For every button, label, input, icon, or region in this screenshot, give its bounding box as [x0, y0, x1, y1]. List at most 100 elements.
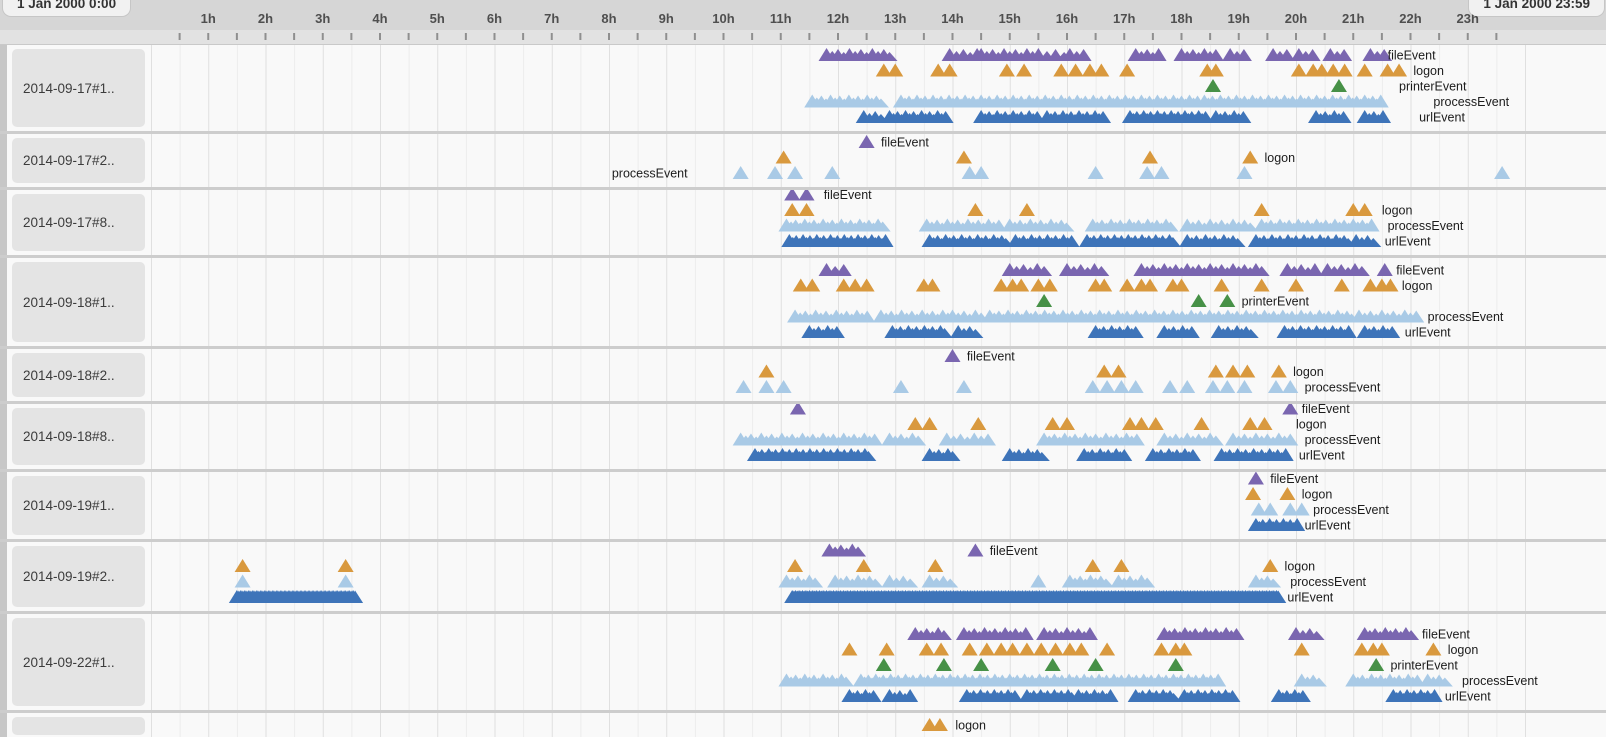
event-mark-processEvent[interactable] — [337, 574, 354, 588]
event-mark-fileEvent[interactable] — [1207, 49, 1224, 61]
event-mark-fileEvent[interactable] — [1304, 49, 1321, 61]
row-label[interactable]: 2014-09-22#1.. — [12, 618, 145, 706]
event-mark-fileEvent[interactable] — [798, 190, 815, 201]
event-mark-logon[interactable] — [1356, 63, 1373, 77]
event-mark-urlEvent[interactable] — [1384, 326, 1401, 338]
event-mark-processEvent[interactable] — [1058, 222, 1075, 232]
event-mark-logon[interactable] — [1293, 642, 1310, 656]
lane-urlEvent[interactable]: urlEvent — [1247, 518, 1351, 533]
event-mark-logon[interactable] — [1253, 203, 1270, 216]
row-drag-handle[interactable] — [0, 542, 7, 611]
event-mark-urlEvent[interactable] — [1426, 689, 1443, 702]
event-mark-processEvent[interactable] — [1097, 578, 1114, 588]
event-mark-printerEvent[interactable] — [1330, 79, 1347, 92]
event-mark-logon[interactable] — [887, 63, 904, 77]
event-mark-logon[interactable] — [1067, 63, 1084, 77]
event-mark-processEvent[interactable] — [1250, 502, 1267, 516]
event-mark-urlEvent[interactable] — [877, 234, 894, 247]
event-mark-processEvent[interactable] — [1282, 380, 1299, 393]
row-drag-handle[interactable] — [0, 45, 7, 131]
event-mark-processEvent[interactable] — [1210, 673, 1227, 687]
event-mark-logon[interactable] — [1288, 278, 1304, 292]
lane-processEvent[interactable]: processEvent — [234, 574, 1367, 590]
row-drag-handle[interactable] — [0, 614, 7, 710]
event-mark-fileEvent[interactable] — [1081, 627, 1098, 640]
event-mark-logon[interactable] — [1356, 203, 1373, 216]
event-mark-logon[interactable] — [931, 718, 948, 731]
row-drag-handle[interactable] — [0, 713, 7, 737]
event-mark-urlEvent[interactable] — [1165, 693, 1182, 702]
event-mark-logon[interactable] — [1382, 278, 1399, 292]
event-mark-processEvent[interactable] — [1282, 433, 1299, 446]
event-mark-logon[interactable] — [961, 642, 978, 656]
event-mark-logon[interactable] — [1262, 559, 1279, 572]
event-mark-printerEvent[interactable] — [973, 658, 990, 671]
event-mark-urlEvent[interactable] — [1102, 689, 1119, 702]
event-mark-logon[interactable] — [758, 364, 775, 378]
event-mark-urlEvent[interactable] — [347, 590, 364, 604]
event-mark-logon[interactable] — [1425, 642, 1442, 656]
event-mark-printerEvent[interactable] — [1219, 294, 1236, 307]
event-mark-urlEvent[interactable] — [1127, 326, 1144, 338]
event-mark-urlEvent[interactable] — [1184, 449, 1201, 461]
event-mark-processEvent[interactable] — [867, 578, 884, 588]
lane-logon[interactable]: logon — [775, 150, 1296, 166]
row-label[interactable]: 2014-09-18#8.. — [12, 408, 145, 465]
event-mark-processEvent[interactable] — [1128, 433, 1145, 446]
event-mark-fileEvent[interactable] — [1403, 630, 1420, 640]
event-mark-fileEvent[interactable] — [1093, 266, 1110, 276]
event-mark-printerEvent[interactable] — [875, 658, 892, 671]
row-label[interactable]: 2014-09-18#1.. — [12, 262, 145, 342]
event-mark-fileEvent[interactable] — [789, 404, 806, 415]
event-mark-fileEvent[interactable] — [881, 52, 898, 61]
event-mark-processEvent[interactable] — [1127, 380, 1144, 393]
lane-fileEvent[interactable]: fileEvent — [1247, 472, 1319, 486]
event-mark-processEvent[interactable] — [758, 380, 775, 393]
lane-logon[interactable]: logon — [875, 63, 1444, 79]
event-mark-logon[interactable] — [1256, 417, 1273, 430]
event-mark-logon[interactable] — [1333, 278, 1350, 292]
event-mark-logon[interactable] — [1044, 417, 1061, 430]
lane-processEvent[interactable]: processEvent — [787, 309, 1504, 325]
event-mark-processEvent[interactable] — [787, 166, 804, 179]
row-label[interactable]: 2014-09-17#8.. — [12, 194, 145, 251]
event-mark-processEvent[interactable] — [973, 166, 990, 179]
event-mark-fileEvent[interactable] — [1376, 49, 1393, 61]
event-mark-processEvent[interactable] — [1372, 94, 1389, 108]
event-mark-printerEvent[interactable] — [1044, 658, 1061, 671]
event-mark-processEvent[interactable] — [1236, 166, 1253, 179]
event-mark-processEvent[interactable] — [1204, 380, 1221, 393]
lane-fileEvent[interactable]: fileEvent — [784, 190, 872, 202]
event-mark-fileEvent[interactable] — [1278, 49, 1295, 61]
event-mark-logon[interactable] — [927, 559, 944, 572]
event-mark-logon[interactable] — [924, 278, 941, 292]
event-mark-logon[interactable] — [1121, 417, 1138, 430]
event-mark-processEvent[interactable] — [732, 166, 749, 179]
event-mark-processEvent[interactable] — [1236, 380, 1253, 393]
event-mark-urlEvent[interactable] — [1340, 325, 1357, 338]
event-mark-fileEvent[interactable] — [835, 264, 852, 276]
event-mark-processEvent[interactable] — [775, 380, 792, 393]
lane-fileEvent[interactable]: fileEvent — [858, 135, 930, 150]
event-mark-processEvent[interactable] — [1219, 380, 1236, 393]
event-mark-logon[interactable] — [1110, 364, 1127, 378]
event-mark-urlEvent[interactable] — [944, 451, 961, 461]
lane-printerEvent[interactable]: printerEvent — [1036, 294, 1310, 309]
event-mark-processEvent[interactable] — [866, 433, 883, 446]
event-mark-logon[interactable] — [1059, 417, 1075, 430]
event-mark-logon[interactable] — [1242, 150, 1259, 164]
event-mark-urlEvent[interactable] — [1277, 448, 1294, 461]
event-mark-processEvent[interactable] — [1179, 380, 1196, 393]
event-mark-urlEvent[interactable] — [1270, 590, 1287, 604]
event-mark-logon[interactable] — [1353, 642, 1370, 656]
event-mark-processEvent[interactable] — [961, 166, 978, 179]
event-mark-processEvent[interactable] — [838, 676, 855, 687]
event-mark-logon[interactable] — [1379, 63, 1396, 77]
event-mark-logon[interactable] — [1099, 642, 1116, 656]
event-mark-logon[interactable] — [1173, 278, 1190, 292]
event-mark-processEvent[interactable] — [872, 98, 889, 108]
event-mark-logon[interactable] — [1270, 364, 1287, 378]
event-mark-logon[interactable] — [875, 63, 892, 77]
event-mark-fileEvent[interactable] — [944, 349, 961, 362]
event-mark-urlEvent[interactable] — [1229, 238, 1246, 247]
